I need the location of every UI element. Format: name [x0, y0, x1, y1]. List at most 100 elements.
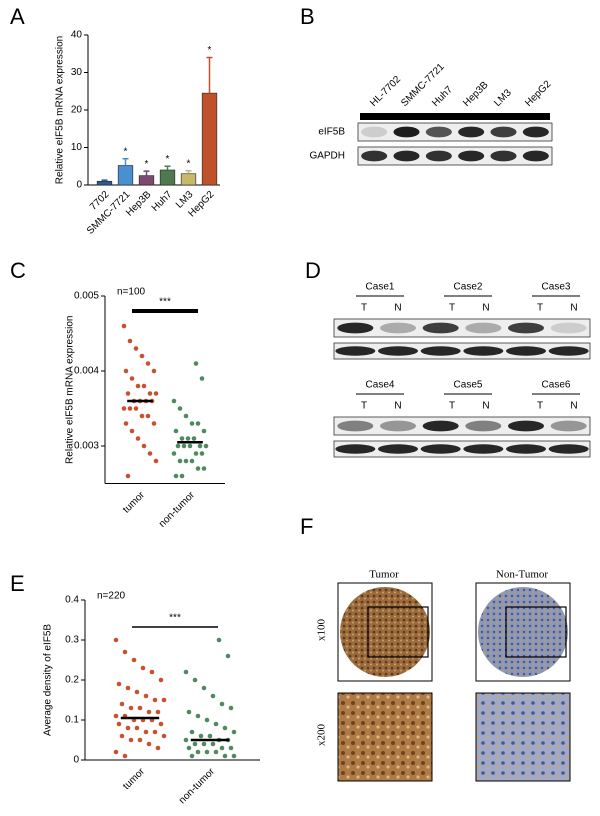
significance: * — [208, 45, 212, 56]
lane-label: HL-7702 — [368, 74, 403, 109]
data-point — [123, 421, 129, 426]
data-point — [145, 361, 151, 366]
data-point — [198, 733, 204, 739]
blot-band — [463, 346, 504, 356]
data-point — [225, 653, 231, 659]
panel-letter: C — [10, 258, 26, 283]
blot-band — [508, 420, 544, 432]
y-tick-label: 0 — [73, 755, 79, 766]
row-label: GAPDH — [309, 151, 345, 162]
y-tick-label: 30 — [71, 67, 83, 78]
data-point — [183, 458, 189, 464]
x-tick-label: non-tumor — [157, 489, 197, 529]
data-point — [143, 693, 149, 699]
data-point — [231, 729, 237, 735]
data-point — [146, 709, 152, 715]
y-tick-label: 10 — [71, 142, 83, 153]
data-point — [173, 428, 179, 434]
y-tick-label: 20 — [71, 105, 83, 116]
data-point — [151, 368, 157, 374]
blot-band — [380, 322, 416, 334]
data-point — [116, 681, 122, 687]
data-point — [149, 669, 155, 675]
lane-label: T — [361, 303, 367, 314]
data-point — [140, 665, 146, 671]
data-point — [153, 458, 159, 464]
blot-band — [337, 420, 374, 432]
case-label: Case4 — [366, 380, 395, 391]
blot-band — [425, 150, 452, 162]
data-point — [134, 725, 140, 731]
y-tick-label: 0.3 — [65, 635, 79, 646]
data-point — [113, 713, 119, 719]
data-point — [153, 391, 159, 396]
data-point — [204, 717, 210, 723]
lane-label: T — [449, 303, 455, 314]
column-label: Tumor — [369, 569, 399, 581]
data-point — [173, 473, 179, 479]
data-point — [113, 637, 119, 643]
data-point — [129, 376, 135, 381]
data-point — [137, 737, 143, 743]
data-point — [186, 709, 192, 715]
bar — [96, 180, 113, 186]
data-point — [191, 436, 197, 441]
y-tick-label: 0.004 — [74, 366, 99, 377]
tissue-core — [340, 587, 430, 677]
data-point — [222, 753, 228, 759]
data-point — [204, 749, 210, 755]
y-tick-label: 0.1 — [65, 715, 79, 726]
significance: * — [145, 159, 149, 170]
blot-band — [458, 150, 485, 162]
lane-label: T — [537, 303, 543, 314]
bar — [159, 169, 176, 186]
data-point — [125, 725, 131, 731]
blot-band — [378, 346, 418, 356]
significance: * — [124, 146, 128, 157]
data-point — [213, 721, 219, 727]
data-point — [131, 657, 137, 663]
panel-letter: D — [305, 258, 321, 283]
lane-label: Hep3B — [461, 79, 491, 109]
data-point — [177, 406, 183, 411]
data-point — [195, 466, 201, 471]
panel-letter: E — [10, 571, 25, 596]
y-axis-label: Relative eIF5B mRNA expression — [55, 36, 66, 184]
column-label: Non-Tumor — [496, 569, 548, 581]
data-point — [128, 737, 134, 743]
data-point — [122, 649, 128, 655]
zoom-box — [367, 606, 429, 658]
lane-label: HepG2 — [523, 78, 553, 108]
data-point — [231, 753, 237, 759]
data-point — [183, 669, 189, 675]
lane-label: N — [482, 303, 489, 314]
data-point — [113, 749, 119, 755]
data-point — [119, 701, 125, 707]
data-point — [207, 733, 213, 739]
data-point — [161, 733, 167, 739]
data-point — [121, 323, 127, 329]
data-point — [147, 391, 153, 396]
blot-band — [550, 420, 587, 432]
tissue-zoom — [337, 692, 433, 782]
data-point — [210, 741, 216, 747]
data-point — [189, 729, 195, 735]
data-point — [201, 741, 207, 747]
data-point — [213, 749, 219, 755]
data-point — [185, 436, 191, 441]
data-point — [127, 338, 133, 344]
data-point — [199, 376, 205, 381]
lane-label: N — [482, 401, 489, 412]
lane-label: T — [537, 401, 543, 412]
blot-band — [337, 322, 374, 334]
x-tick-label: Huh7 — [150, 189, 175, 214]
blot-band — [378, 444, 418, 454]
bar — [201, 92, 218, 186]
blot-band — [548, 346, 589, 356]
blot-band — [508, 322, 544, 334]
y-tick-label: 0.4 — [65, 595, 79, 606]
data-point — [193, 451, 199, 456]
zoom-box — [505, 606, 567, 658]
data-point — [125, 473, 131, 479]
significance: * — [187, 158, 191, 169]
